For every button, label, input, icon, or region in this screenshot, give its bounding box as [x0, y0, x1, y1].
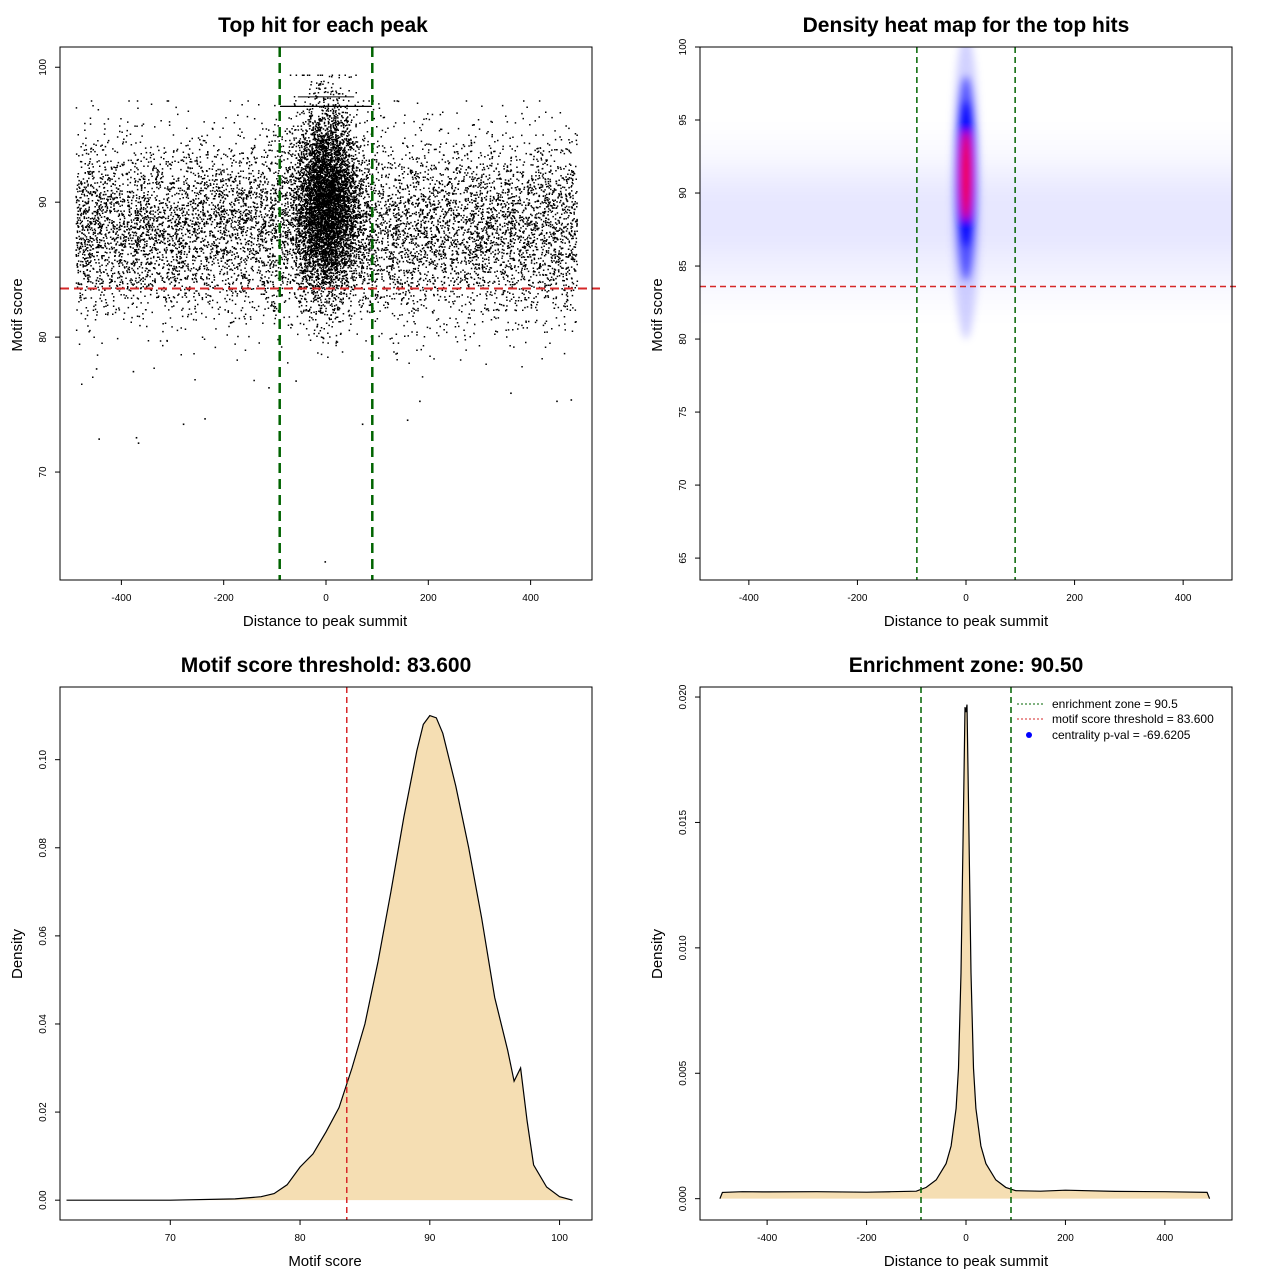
heatmap-density-cells	[700, 47, 1232, 340]
legend-threshold-label: motif score threshold = 83.600	[1052, 712, 1214, 726]
scatter-outlier-point	[361, 423, 364, 426]
heatmap-title: Density heat map for the top hits	[803, 14, 1130, 37]
scatter-x-tick-label: -200	[214, 593, 234, 604]
scatter-y-tick-label: 90	[38, 196, 49, 208]
heatmap-reference-lines	[700, 47, 1240, 580]
score-density-x-tick-label: 90	[424, 1233, 436, 1244]
score-density-x-tick-label: 80	[294, 1233, 306, 1244]
scatter-y-tick-label: 70	[38, 466, 49, 478]
scatter-outlier-point	[510, 392, 512, 395]
distance-density-area	[719, 704, 1210, 1199]
heatmap-x-tick-label: -400	[739, 593, 759, 604]
distance-density-line	[719, 704, 1211, 1199]
score-density-y-axis-label: Density	[9, 928, 26, 979]
heatmap-x-tick-label: -200	[847, 593, 867, 604]
distance-density-y-axis-label: Density	[649, 928, 666, 979]
scatter-outlier-point	[135, 436, 138, 439]
scatter-outlier-point	[95, 368, 98, 370]
score-density-y-tick-label: 0.08	[38, 838, 49, 858]
score-density-y-tick-label: 0.02	[38, 1102, 49, 1122]
distance-density-x-tick-label: 200	[1057, 1233, 1074, 1244]
score-density-x-tick-label: 70	[165, 1233, 177, 1244]
score-density-x-axis-label: Motif score	[288, 1253, 361, 1270]
distance-density-axis-ticks: -400 -200 0 200 400 0.000 0.005 0.010 0.015 0.020	[678, 684, 1174, 1244]
heatmap-y-tick-label: 65	[678, 552, 689, 564]
heatmap-y-tick-label: 85	[678, 260, 689, 272]
score-density-y-tick-label: 0.00	[38, 1190, 49, 1210]
heatmap-y-tick-label: 90	[678, 187, 689, 199]
distance-density-title: Enrichment zone: 90.50	[849, 654, 1084, 677]
score-density-area	[66, 715, 573, 1201]
scatter-outlier-point	[406, 419, 409, 422]
distance-density-y-tick-label: 0.020	[678, 684, 689, 709]
heatmap-panel: Density heat map for the top hits Distan…	[649, 14, 1240, 630]
scatter-title: Top hit for each peak	[218, 14, 428, 37]
distance-density-x-tick-label: 400	[1157, 1233, 1174, 1244]
scatter-outlier-point	[268, 387, 270, 389]
distance-density-x-tick-label: 0	[963, 1233, 969, 1244]
scatter-x-axis-label: Distance to peak summit	[243, 613, 408, 630]
scatter-points	[75, 74, 579, 385]
scatter-axis-ticks: -400 -200 0 200 400 70 80 90 100	[38, 58, 539, 604]
score-density-y-tick-label: 0.06	[38, 926, 49, 946]
score-density-y-tick-label: 0.10	[38, 750, 49, 770]
scatter-outlier-point	[98, 438, 100, 440]
scatter-outlier-point	[204, 418, 206, 420]
heatmap-x-tick-label: 200	[1066, 593, 1083, 604]
scatter-panel: Top hit for each peak Distance to peak s…	[9, 14, 600, 630]
score-density-panel: Motif score threshold: 83.600 Motif scor…	[9, 654, 593, 1270]
heatmap-y-tick-label: 100	[678, 38, 689, 55]
heatmap-core	[952, 47, 980, 340]
heatmap-x-axis-label: Distance to peak summit	[884, 613, 1049, 630]
scatter-outlier-point	[570, 399, 573, 401]
heatmap-y-axis-label: Motif score	[649, 278, 666, 351]
scatter-outlier-point	[419, 400, 421, 403]
scatter-x-tick-label: 400	[522, 593, 539, 604]
distance-density-legend: enrichment zone = 90.5 motif score thres…	[1017, 697, 1214, 742]
heatmap-x-tick-label: 0	[963, 593, 969, 604]
scatter-y-tick-label: 100	[38, 58, 49, 75]
legend-enrichment-zone-label: enrichment zone = 90.5	[1052, 697, 1178, 711]
scatter-y-tick-label: 80	[38, 331, 49, 343]
distance-density-x-tick-label: -400	[757, 1233, 777, 1244]
distance-density-x-tick-label: -200	[857, 1233, 877, 1244]
scatter-outlier-point	[556, 400, 558, 403]
scatter-x-tick-label: 200	[420, 593, 437, 604]
heatmap-x-tick-label: 400	[1175, 593, 1192, 604]
score-density-axis-ticks: 70 80 90 100 0.00 0.02 0.04 0.06 0.08 0.10	[38, 750, 568, 1244]
score-density-plot-frame	[59, 686, 593, 1221]
scatter-reference-lines	[60, 47, 600, 580]
score-density-title: Motif score threshold: 83.600	[181, 654, 472, 677]
score-density-line	[66, 714, 573, 1201]
heatmap-y-tick-label: 80	[678, 333, 689, 345]
scatter-outlier-point	[324, 561, 327, 563]
score-density-x-tick-label: 100	[551, 1233, 568, 1244]
scatter-outlier-point	[132, 370, 135, 373]
distance-density-x-axis-label: Distance to peak summit	[884, 1253, 1049, 1270]
heatmap-y-tick-label: 95	[678, 114, 689, 126]
legend-centrality-label: centrality p-val = -69.6205	[1052, 728, 1191, 742]
heatmap-y-tick-label: 70	[678, 479, 689, 491]
distance-density-y-tick-label: 0.015	[678, 809, 689, 834]
scatter-outlier-point	[137, 442, 140, 444]
scatter-outlier-point	[182, 423, 185, 426]
scatter-x-tick-label: 0	[323, 593, 329, 604]
heatmap-peak-cell	[961, 130, 971, 221]
legend-centrality-point	[1026, 732, 1032, 738]
distance-density-y-tick-label: 0.005	[678, 1060, 689, 1085]
scatter-x-tick-label: -400	[111, 593, 131, 604]
heatmap-axis-ticks: -400 -200 0 200 400 65 70 75 80 85 90 95 100	[678, 38, 1192, 604]
scatter-y-axis-label: Motif score	[9, 278, 26, 351]
score-density-curve	[66, 687, 573, 1220]
distance-density-y-tick-label: 0.010	[678, 935, 689, 960]
distance-density-curve	[719, 687, 1211, 1220]
distance-density-y-tick-label: 0.000	[678, 1186, 689, 1211]
heatmap-y-tick-label: 75	[678, 406, 689, 418]
scatter-point-cloud	[75, 74, 579, 563]
score-density-y-tick-label: 0.04	[38, 1014, 49, 1034]
scatter-outlier-point	[295, 380, 297, 382]
distance-density-panel: Enrichment zone: 90.50 Distance to peak …	[649, 654, 1233, 1270]
